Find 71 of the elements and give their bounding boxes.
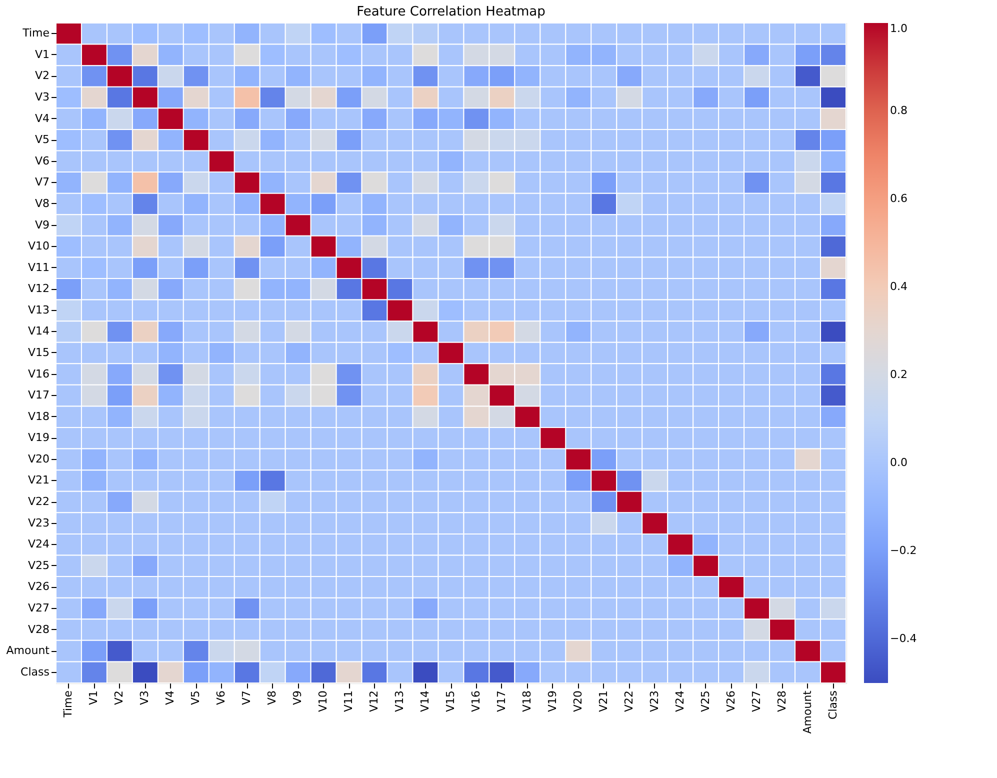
x-tick-label: V26 xyxy=(724,690,738,712)
color-bar-label: 0.2 xyxy=(890,368,908,381)
y-tick-label: V28 xyxy=(28,622,50,636)
color-bar-label: 0.8 xyxy=(890,104,908,117)
x-tick-label: V8 xyxy=(266,690,279,706)
x-tick-label: V25 xyxy=(698,690,712,712)
x-tick-label: V13 xyxy=(393,690,406,712)
x-tick-label: V1 xyxy=(87,690,100,706)
y-tick-label: V25 xyxy=(28,558,50,572)
x-tick-label: V20 xyxy=(571,690,584,712)
x-tick-label: V22 xyxy=(622,690,636,712)
chart-title: Feature Correlation Heatmap xyxy=(356,4,546,20)
x-tick-label: V6 xyxy=(214,690,228,706)
x-tick-label: V24 xyxy=(673,690,686,712)
color-bar-label: −0.2 xyxy=(890,544,917,557)
y-tick-label: V9 xyxy=(34,218,50,232)
y-tick-label: V2 xyxy=(34,69,50,82)
y-tick-label: V12 xyxy=(28,282,50,296)
y-tick-label: V4 xyxy=(34,112,50,125)
color-bar-label: 0.0 xyxy=(890,456,908,469)
x-tick-label: V15 xyxy=(444,690,457,712)
y-tick-label: V27 xyxy=(28,601,50,614)
color-bar-label: −0.4 xyxy=(890,632,917,645)
x-tick-label: V11 xyxy=(342,690,356,712)
x-tick-label: V18 xyxy=(520,690,534,712)
x-tick-label: Amount xyxy=(800,690,814,734)
x-tick-label: V21 xyxy=(596,690,610,712)
y-tick-label: V7 xyxy=(34,176,50,189)
x-tick-label: V14 xyxy=(418,690,432,712)
x-tick-label: V7 xyxy=(240,690,254,706)
y-tick-label: V5 xyxy=(34,133,50,146)
x-tick-label: V3 xyxy=(138,690,152,706)
y-tick-label: Class xyxy=(20,665,50,678)
y-tick-label: V11 xyxy=(28,260,50,274)
x-tick-label: V10 xyxy=(316,690,330,712)
x-tick-label: V4 xyxy=(164,690,177,706)
y-tick-label: V3 xyxy=(34,90,50,104)
x-tick-label: Class xyxy=(826,690,840,720)
y-tick-label: V10 xyxy=(28,240,50,253)
y-tick-label: V24 xyxy=(28,538,50,551)
y-tick-label: V8 xyxy=(34,196,50,210)
y-tick-label: V6 xyxy=(34,154,50,168)
y-tick-label: V14 xyxy=(28,324,50,338)
y-tick-label: V21 xyxy=(28,474,50,487)
y-tick-label: V26 xyxy=(28,580,50,594)
color-bar-label: 0.4 xyxy=(890,280,908,293)
y-tick-label: V16 xyxy=(28,367,50,380)
x-tick-label: V17 xyxy=(494,690,508,712)
color-bar-label: 0.6 xyxy=(890,192,908,205)
y-tick-label: V20 xyxy=(28,452,50,466)
y-tick-label: V15 xyxy=(28,346,50,359)
y-tick-label: Amount xyxy=(6,644,50,658)
y-tick-label: V19 xyxy=(28,431,50,444)
x-tick-label: V9 xyxy=(291,690,304,706)
x-tick-label: V5 xyxy=(189,690,202,706)
y-tick-label: Time xyxy=(22,26,50,40)
x-tick-label: V12 xyxy=(368,690,381,712)
y-tick-label: V22 xyxy=(28,495,50,508)
y-tick-label: V23 xyxy=(28,516,50,530)
y-tick-label: V1 xyxy=(34,48,50,61)
y-tick-label: V17 xyxy=(28,388,50,402)
x-tick-label: V23 xyxy=(648,690,661,712)
y-tick-label: V18 xyxy=(28,410,50,423)
x-tick-label: V27 xyxy=(750,690,763,712)
x-tick-label: V2 xyxy=(112,690,126,706)
color-bar-label: 1.0 xyxy=(890,22,908,35)
x-tick-label: V28 xyxy=(775,690,788,712)
x-tick-label: Time xyxy=(62,690,75,718)
y-tick-label: V13 xyxy=(28,303,50,316)
x-tick-label: V19 xyxy=(546,690,559,712)
x-tick-label: V16 xyxy=(469,690,482,712)
